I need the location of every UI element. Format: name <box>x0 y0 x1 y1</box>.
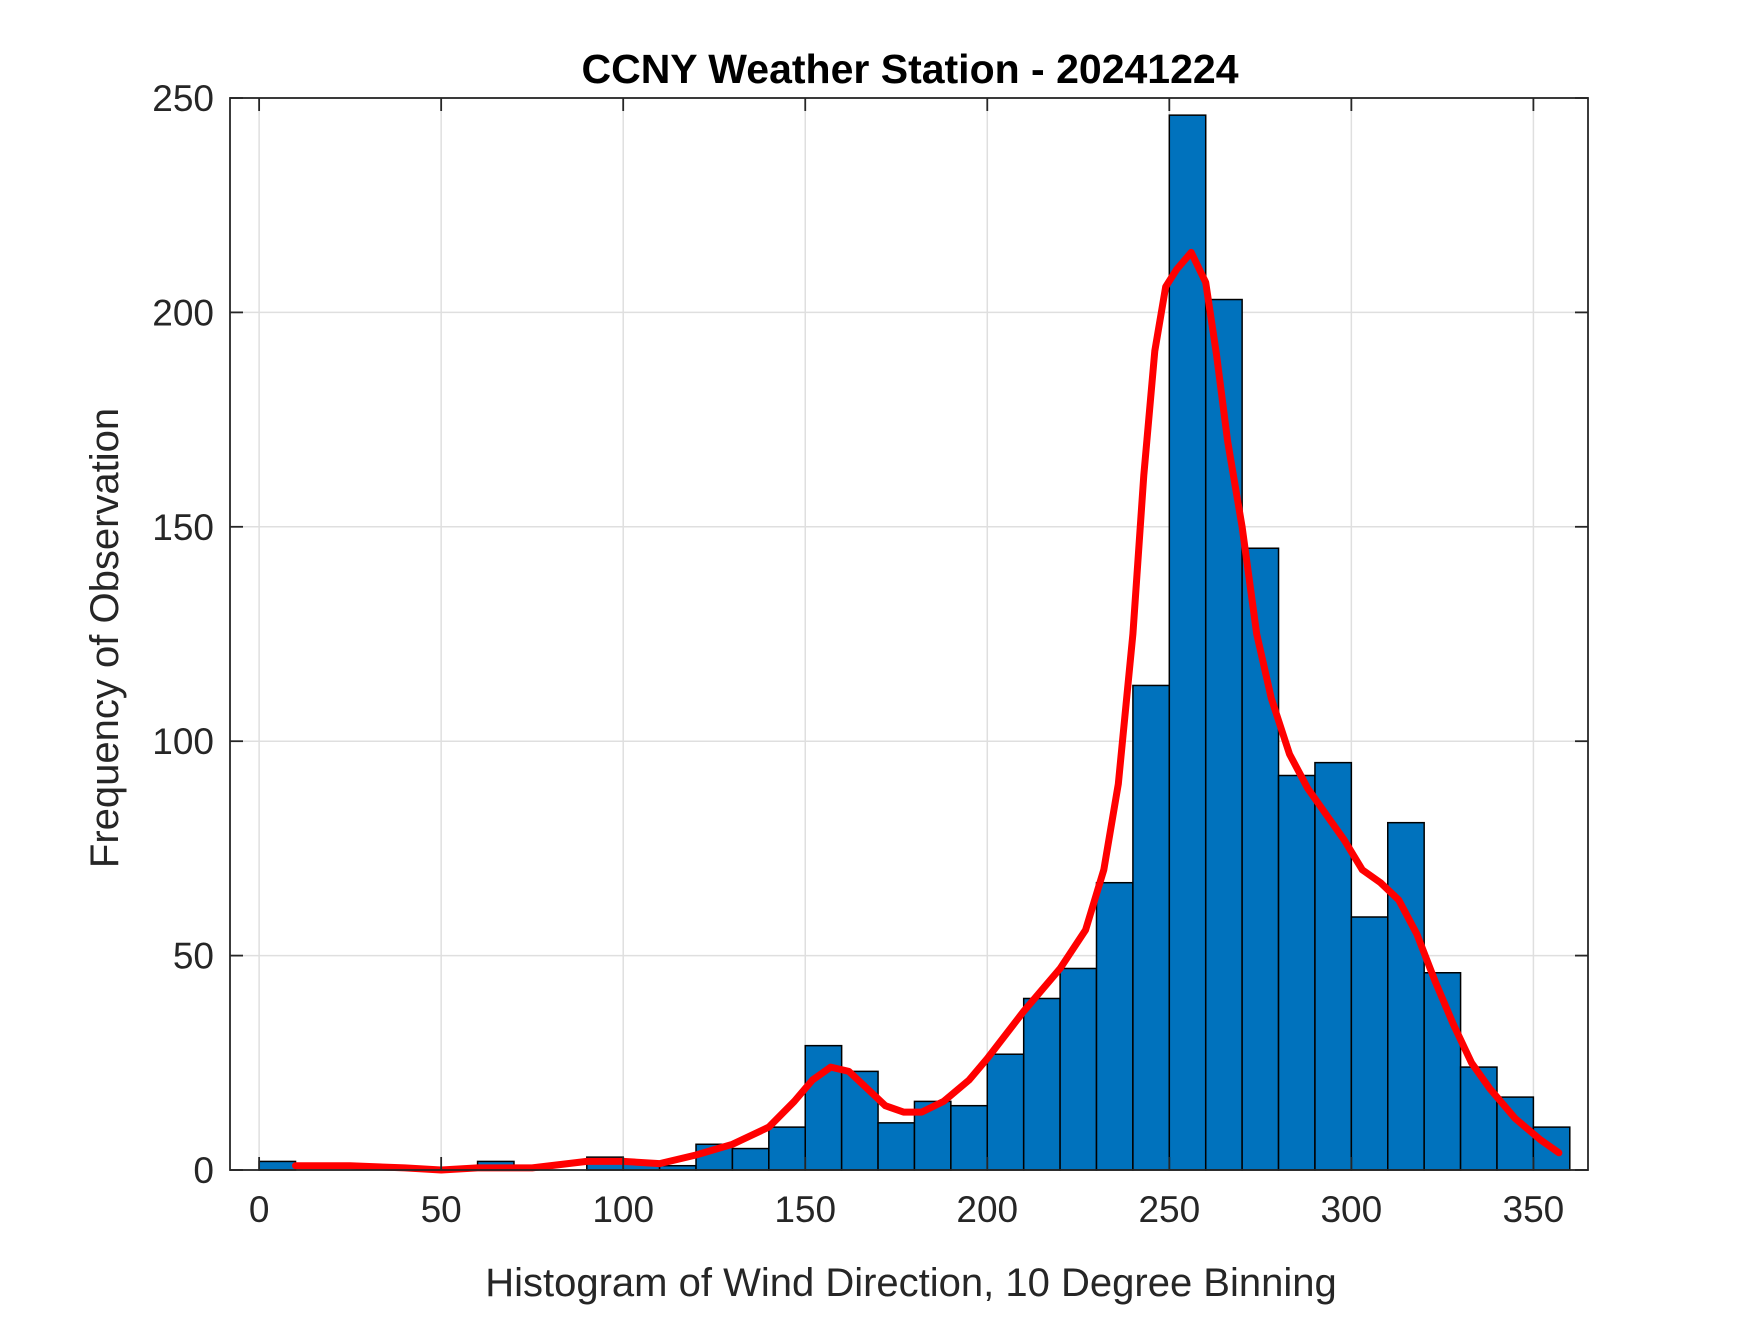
histogram-bar-140 <box>768 1126 806 1171</box>
histogram-bar-240 <box>1132 684 1171 1171</box>
y-tick-label-200: 200 <box>152 292 214 333</box>
x-tick-label-200: 200 <box>956 1189 1018 1230</box>
x-tick-label-150: 150 <box>774 1189 836 1230</box>
histogram-bar-130 <box>731 1147 770 1171</box>
chart-title: CCNY Weather Station - 20241224 <box>581 46 1238 92</box>
x-axis-label: Histogram of Wind Direction, 10 Degree B… <box>485 1261 1337 1305</box>
x-tick-label-100: 100 <box>592 1189 654 1230</box>
histogram-bar-170 <box>877 1122 916 1171</box>
y-tick-label-0: 0 <box>193 1150 214 1191</box>
histogram-bar-280 <box>1277 774 1316 1171</box>
y-tick-labels: 0 50 100 150 200 250 <box>152 78 214 1191</box>
histogram-bar-220 <box>1059 967 1098 1171</box>
x-tick-label-50: 50 <box>421 1189 462 1230</box>
x-tick-label-350: 350 <box>1503 1189 1565 1230</box>
density-curve <box>292 248 1563 1174</box>
histogram-bar-230 <box>1095 881 1134 1171</box>
y-axis-label: Frequency of Observation <box>83 408 127 868</box>
axes <box>229 97 1589 1171</box>
x-tick-label-250: 250 <box>1138 1189 1200 1230</box>
axes-box <box>229 97 1589 1171</box>
y-tick-label-100: 100 <box>152 721 214 762</box>
histogram-bar-190 <box>950 1104 989 1171</box>
histogram-bar-160 <box>840 1070 879 1171</box>
histogram-bar-330 <box>1459 1066 1498 1171</box>
histogram-bar-260 <box>1204 298 1243 1171</box>
y-tick-label-250: 250 <box>152 78 214 119</box>
histogram-bar-300 <box>1350 916 1389 1171</box>
histogram-bar-290 <box>1314 761 1353 1171</box>
histogram-bar-250 <box>1168 114 1207 1171</box>
density-curve-line <box>292 248 1563 1174</box>
y-tick-label-50: 50 <box>173 936 214 977</box>
y-tick-label-150: 150 <box>152 507 214 548</box>
histogram-bar-200 <box>986 1053 1025 1171</box>
x-tick-labels: 0 50 100 150 200 250 300 350 <box>249 1189 1564 1230</box>
x-tick-label-300: 300 <box>1320 1189 1382 1230</box>
histogram-bar-310 <box>1387 821 1425 1171</box>
x-tick-label-0: 0 <box>249 1189 270 1230</box>
histogram-bar-0 <box>258 1160 297 1171</box>
histogram-bar-210 <box>1022 997 1061 1171</box>
histogram-bar-150 <box>804 1044 843 1171</box>
